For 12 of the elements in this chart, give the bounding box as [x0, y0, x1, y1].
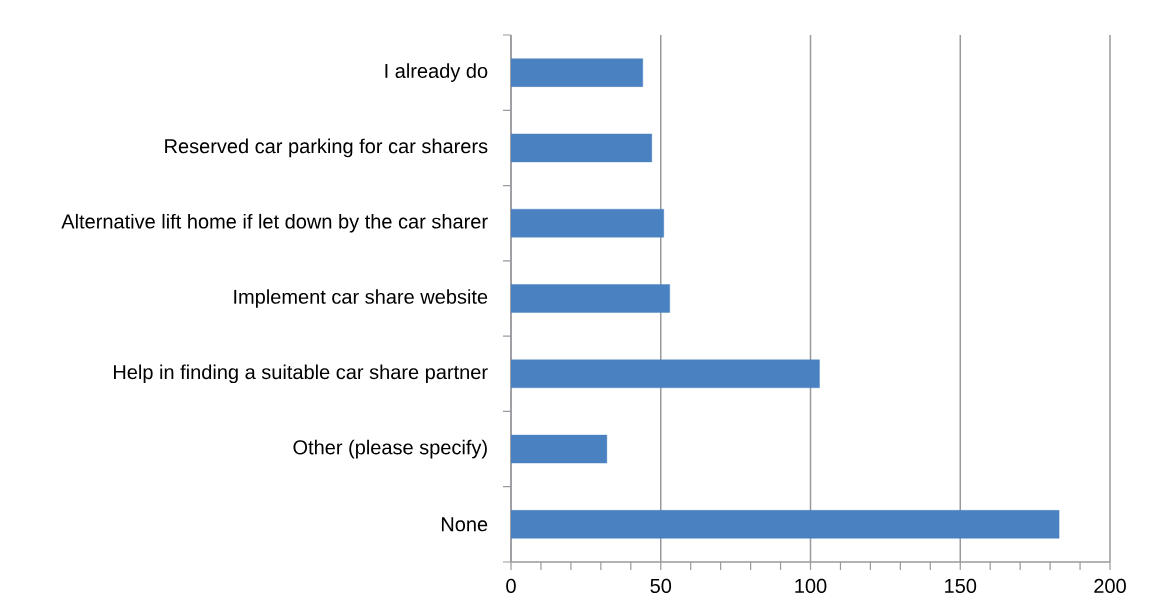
y-tick-label: Help in finding a suitable car share partner [114, 364, 488, 384]
x-tick-label: 200 [1094, 578, 1126, 594]
y-tick-label: Alternative lift home if let down by the car sharer [61, 213, 488, 233]
x-tick-label: 0 [506, 578, 516, 594]
y-tick-label: None [441, 517, 488, 532]
y-tick-label: Reserved car parking for car sharers [165, 138, 488, 158]
y-tick-label: Implement car share website [234, 289, 488, 308]
y-tick-label: Other (please specify) [293, 439, 487, 459]
x-tick-label: 50 [650, 578, 672, 594]
y-tick-label: I already do [385, 63, 488, 82]
x-tick-label: 150 [945, 578, 977, 594]
x-tick-label: 100 [795, 578, 827, 594]
